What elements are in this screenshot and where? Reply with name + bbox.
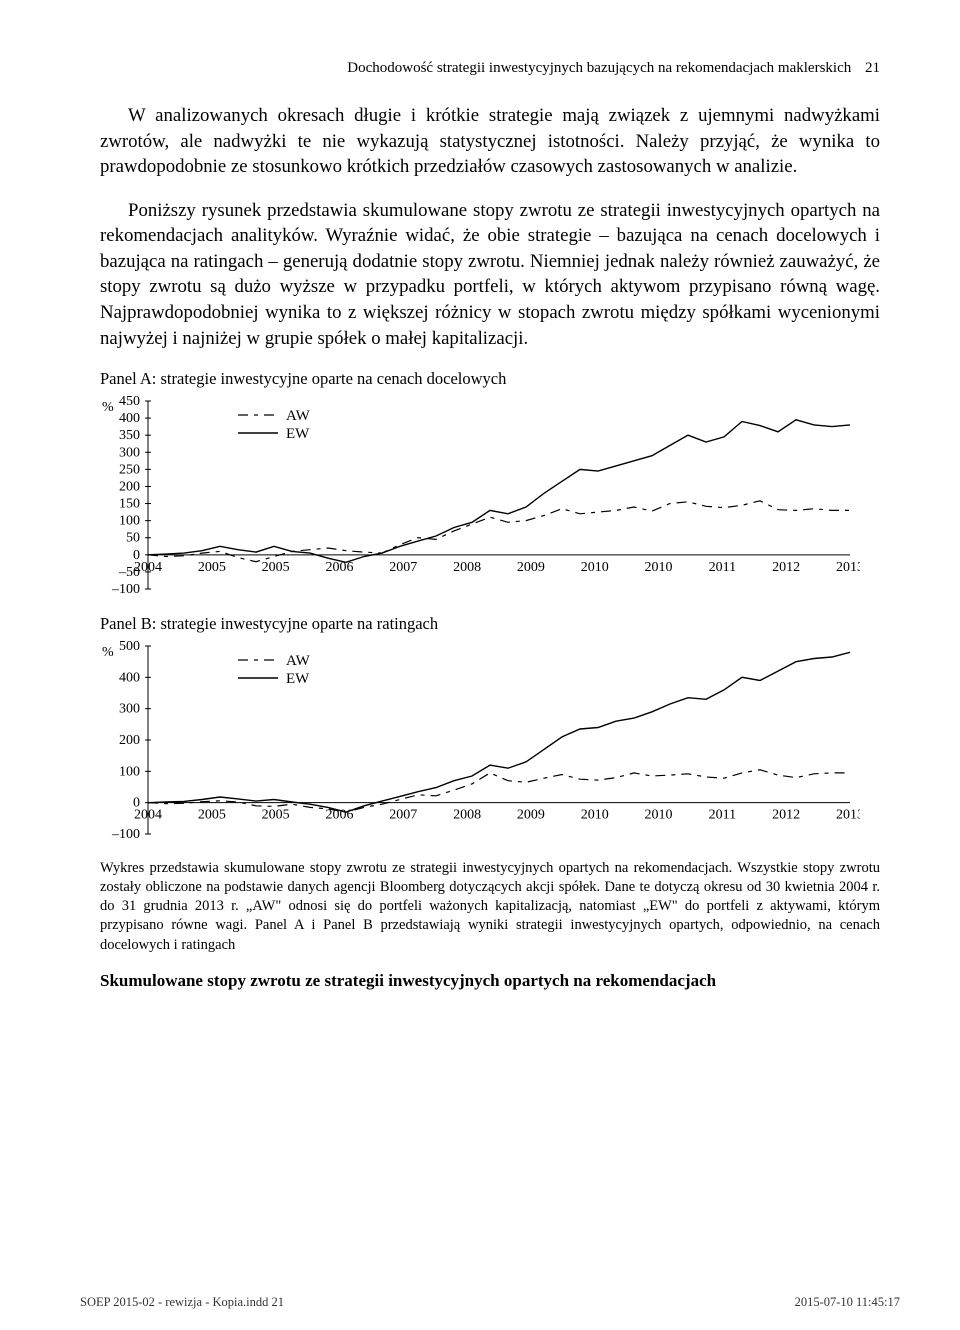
svg-text:2010: 2010 xyxy=(645,560,673,575)
panel-a-chart: –100–50050100150200250300350400450%20042… xyxy=(100,395,880,600)
panel-a-svg: –100–50050100150200250300350400450%20042… xyxy=(100,395,860,595)
svg-text:200: 200 xyxy=(119,480,140,495)
page-number: 21 xyxy=(865,60,880,76)
svg-text:300: 300 xyxy=(119,702,140,717)
panel-b-chart: –1000100200300400500%2004200520052006200… xyxy=(100,640,880,845)
svg-text:2013: 2013 xyxy=(836,808,860,823)
footer: SOEP 2015-02 - rewizja - Kopia.indd 21 2… xyxy=(0,1295,960,1310)
panel-b-title: Panel B: strategie inwestycyjne oparte n… xyxy=(100,614,880,634)
svg-text:AW: AW xyxy=(286,653,311,669)
paragraph-1: W analizowanych okresach długie i krótki… xyxy=(100,103,880,180)
svg-text:2008: 2008 xyxy=(453,808,481,823)
svg-text:2011: 2011 xyxy=(709,560,736,575)
svg-text:2005: 2005 xyxy=(198,808,226,823)
footer-left: SOEP 2015-02 - rewizja - Kopia.indd 21 xyxy=(80,1295,284,1310)
svg-text:300: 300 xyxy=(119,445,140,460)
svg-text:50: 50 xyxy=(126,531,140,546)
svg-text:250: 250 xyxy=(119,462,140,477)
svg-text:400: 400 xyxy=(119,670,140,685)
svg-text:–100: –100 xyxy=(111,582,140,595)
svg-text:2009: 2009 xyxy=(517,560,545,575)
panel-a-title: Panel A: strategie inwestycyjne oparte n… xyxy=(100,369,880,389)
running-head: Dochodowość strategii inwestycyjnych baz… xyxy=(100,60,880,77)
svg-text:2013: 2013 xyxy=(836,560,860,575)
svg-text:2010: 2010 xyxy=(645,808,673,823)
svg-text:150: 150 xyxy=(119,497,140,512)
svg-text:450: 450 xyxy=(119,395,140,409)
svg-text:%: % xyxy=(102,400,114,415)
svg-text:2007: 2007 xyxy=(389,560,417,575)
svg-text:2010: 2010 xyxy=(581,808,609,823)
svg-text:2005: 2005 xyxy=(198,560,226,575)
svg-text:2012: 2012 xyxy=(772,560,800,575)
svg-text:2005: 2005 xyxy=(262,560,290,575)
running-head-text: Dochodowość strategii inwestycyjnych baz… xyxy=(347,60,851,76)
paragraph-2: Poniższy rysunek przedstawia skumulowane… xyxy=(100,198,880,351)
svg-text:EW: EW xyxy=(286,426,310,442)
panel-b-svg: –1000100200300400500%2004200520052006200… xyxy=(100,640,860,840)
svg-text:2004: 2004 xyxy=(134,560,162,575)
svg-text:–100: –100 xyxy=(111,827,140,840)
svg-text:400: 400 xyxy=(119,411,140,426)
figure-title: Skumulowane stopy zwrotu ze strategii in… xyxy=(100,971,880,991)
svg-text:500: 500 xyxy=(119,640,140,654)
footer-right: 2015-07-10 11:45:17 xyxy=(795,1295,900,1310)
svg-text:2007: 2007 xyxy=(389,808,417,823)
svg-text:%: % xyxy=(102,645,114,660)
svg-text:2009: 2009 xyxy=(517,808,545,823)
svg-text:100: 100 xyxy=(119,514,140,529)
svg-text:AW: AW xyxy=(286,408,311,424)
svg-text:2006: 2006 xyxy=(325,560,353,575)
svg-text:2011: 2011 xyxy=(709,808,736,823)
svg-text:2008: 2008 xyxy=(453,560,481,575)
svg-text:2010: 2010 xyxy=(581,560,609,575)
svg-text:100: 100 xyxy=(119,764,140,779)
svg-text:200: 200 xyxy=(119,733,140,748)
svg-text:2012: 2012 xyxy=(772,808,800,823)
svg-text:350: 350 xyxy=(119,428,140,443)
figure-caption: Wykres przedstawia skumulowane stopy zwr… xyxy=(100,859,880,955)
page: Dochodowość strategii inwestycyjnych baz… xyxy=(0,0,960,1330)
svg-text:2005: 2005 xyxy=(262,808,290,823)
svg-text:2004: 2004 xyxy=(134,808,162,823)
svg-text:EW: EW xyxy=(286,671,310,687)
